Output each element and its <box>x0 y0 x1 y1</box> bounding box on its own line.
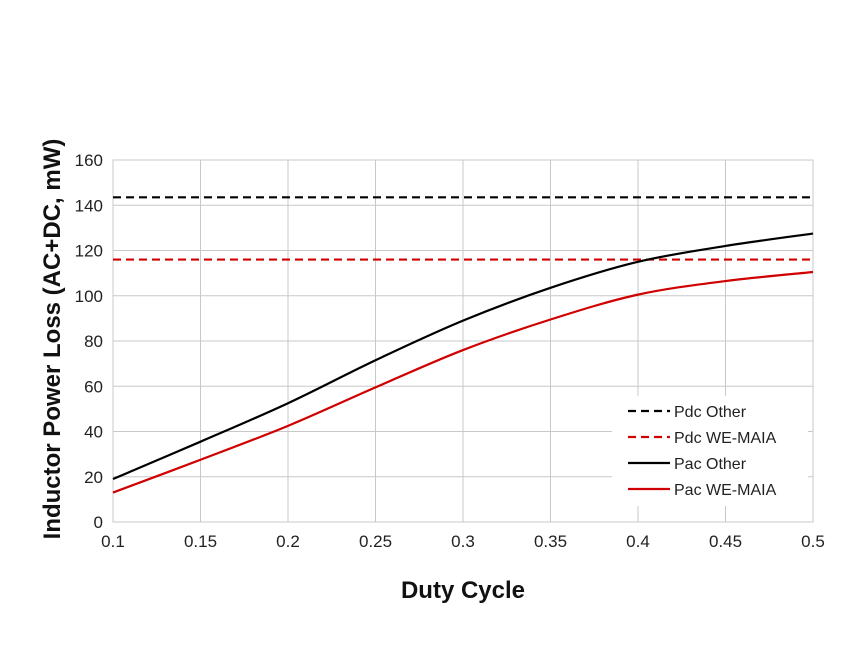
y-axis-title: Inductor Power Loss (AC+DC, mW) <box>39 139 66 540</box>
x-tick-label: 0.45 <box>709 532 742 551</box>
x-tick-label: 0.15 <box>184 532 217 551</box>
y-tick-label: 80 <box>84 332 103 351</box>
legend-label: Pdc WE-MAIA <box>674 430 777 447</box>
plot-frame <box>112 159 814 523</box>
legend: Pdc Other Pdc WE-MAIA Pac Other Pac WE-MAIA <box>612 396 808 506</box>
series-line-pac-we-maia <box>112 270 814 494</box>
legend-label: Pac Other <box>674 456 747 473</box>
x-tick-label: 0.3 <box>451 532 475 551</box>
legend-label: Pdc Other <box>674 404 747 421</box>
y-tick-label: 120 <box>75 242 103 261</box>
y-tick-label: 100 <box>75 287 103 306</box>
x-tick-label: 0.25 <box>359 532 392 551</box>
x-tick-label: 0.1 <box>101 532 125 551</box>
y-tick-label: 160 <box>75 151 103 170</box>
x-tick-label: 0.2 <box>276 532 300 551</box>
x-axis-title: Duty Cycle <box>401 577 525 604</box>
legend-background <box>612 396 808 506</box>
x-tick-label: 0.35 <box>534 532 567 551</box>
y-tick-label: 140 <box>75 196 103 215</box>
y-tick-labels: 0 20 40 60 80 100 120 140 160 <box>75 151 103 532</box>
y-tick-label: 40 <box>84 423 103 442</box>
series-layer <box>112 196 814 494</box>
x-tick-label: 0.4 <box>626 532 650 551</box>
y-tick-label: 20 <box>84 468 103 487</box>
x-tick-label: 0.5 <box>801 532 825 551</box>
series-line-pac-other <box>112 232 814 481</box>
y-tick-label: 60 <box>84 377 103 396</box>
y-tick-label: 0 <box>94 513 103 532</box>
x-tick-labels: 0.1 0.15 0.2 0.25 0.3 0.35 0.4 0.45 0.5 <box>101 532 825 551</box>
legend-label: Pac WE-MAIA <box>674 482 777 499</box>
